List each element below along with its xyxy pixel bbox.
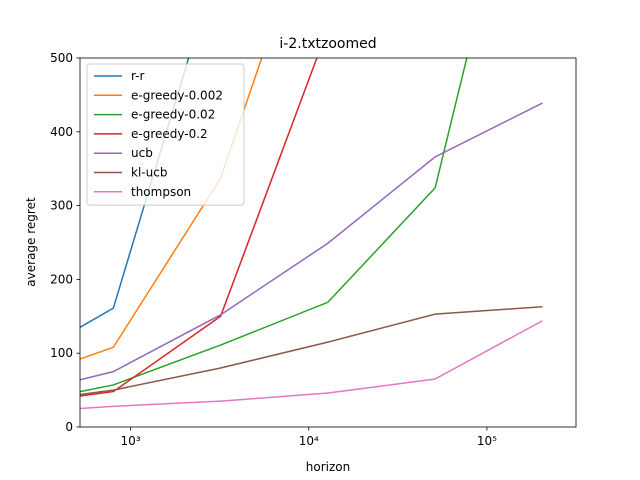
legend-label: ucb xyxy=(131,146,153,160)
legend-label: r-r xyxy=(131,69,144,83)
x-axis-label: horizon xyxy=(306,460,350,474)
series-line xyxy=(80,305,543,396)
y-axis-label: average regret xyxy=(24,197,38,287)
series-line xyxy=(80,102,543,381)
legend-label: e-greedy-0.002 xyxy=(131,88,223,102)
series-line xyxy=(80,58,263,360)
x-tick-label: 10⁴ xyxy=(299,434,319,448)
series-line xyxy=(80,58,190,329)
y-tick-label: 500 xyxy=(50,51,73,65)
y-tick-label: 100 xyxy=(50,346,73,360)
y-tick-label: 0 xyxy=(65,420,73,434)
legend-label: thompson xyxy=(131,185,191,199)
series-line xyxy=(80,58,468,393)
plot-frame xyxy=(79,57,577,428)
y-tick-label: 300 xyxy=(50,199,73,213)
legend-label: e-greedy-0.02 xyxy=(131,108,215,122)
legend-frame xyxy=(86,63,245,206)
legend-label: e-greedy-0.2 xyxy=(131,127,208,141)
legend-label: kl-ucb xyxy=(131,166,167,180)
plot-lines xyxy=(80,58,543,410)
y-tick-label: 400 xyxy=(50,125,73,139)
x-tick-label: 10⁵ xyxy=(477,434,497,448)
legend: r-r e-greedy-0.002 e-greedy-0.02 e-greedy-0… xyxy=(86,63,245,206)
series-line xyxy=(80,320,543,410)
y-tick-label: 200 xyxy=(50,272,73,286)
series-line xyxy=(80,58,318,397)
chart-title: i-2.txtzoomed xyxy=(279,36,376,52)
x-tick-label: 10³ xyxy=(121,434,141,448)
